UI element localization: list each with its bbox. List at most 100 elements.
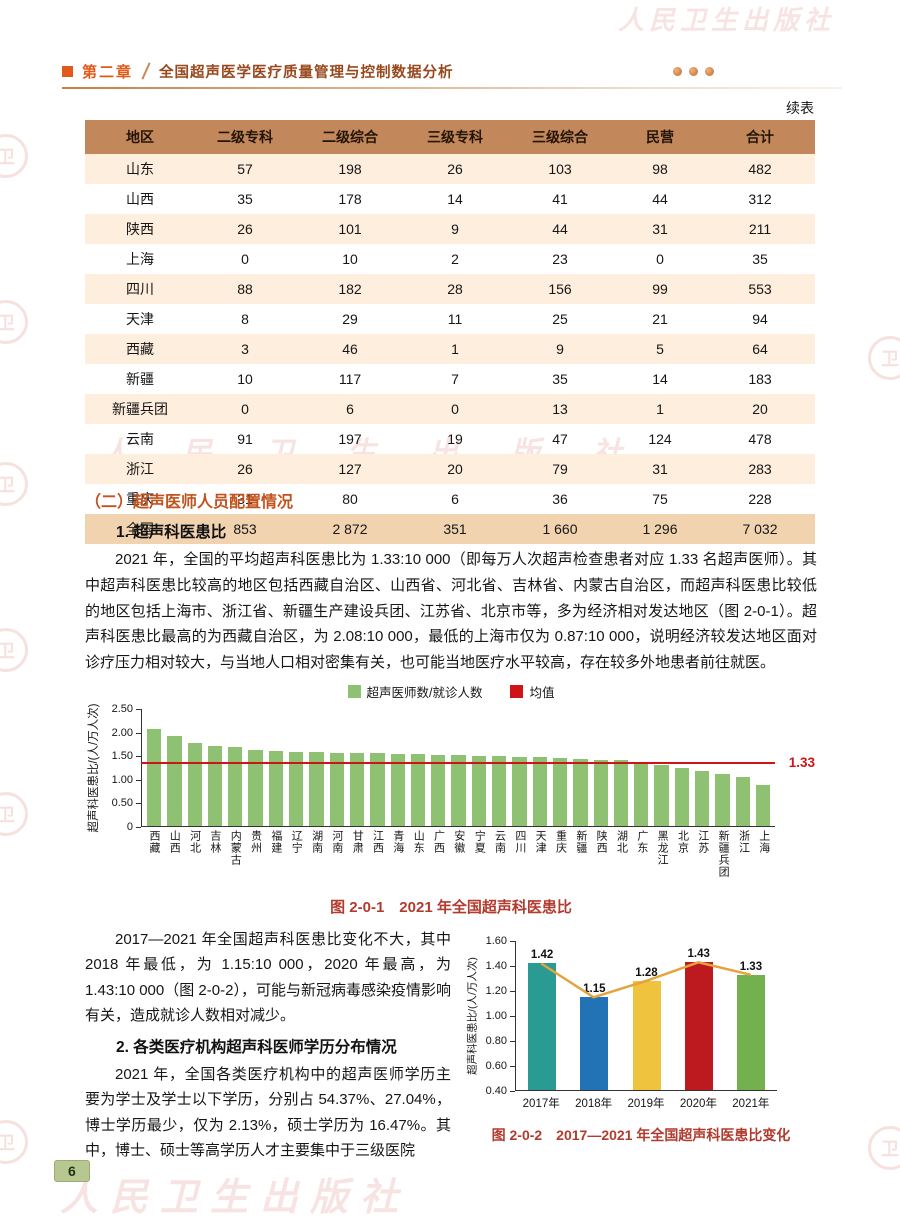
x-tick-label: 浙江 [737, 829, 750, 854]
figure-1-bars [141, 708, 775, 827]
table-row: 陕西 26 101 9 44 31 211 [85, 214, 815, 244]
figure-2-0-2: 超声科医患比/(人/万人次) 0.40 0.60 0.80 1.00 1.20 1.40 1… [465, 927, 817, 1164]
bar-新疆 [573, 758, 588, 826]
mean-value-label: 1.33 [788, 755, 815, 771]
bar-吉林 [207, 745, 223, 826]
chapter-marker-icon [62, 65, 73, 77]
table-cell: 1 296 [642, 521, 678, 537]
table-cell: 478 [748, 431, 772, 447]
table-cell: 6 [451, 491, 459, 507]
x-tick-label: 安徽 [452, 829, 465, 854]
bar-slot: 1.42 [516, 941, 568, 1090]
table-cell: 13 [552, 401, 568, 417]
legend-item-mean: 均值 [510, 682, 555, 701]
section-heading: （二）超声医师人员配置情况 [85, 494, 294, 511]
figure-2-plot: 1.42 1.15 1.28 1.43 1.33 [515, 940, 777, 1091]
table-cell: 35 [752, 251, 768, 267]
table-cell: 上海 [126, 251, 154, 267]
table-cell: 853 [233, 521, 257, 537]
x-tick-label: 贵州 [249, 829, 262, 854]
x-tick-label: 天津 [534, 829, 547, 854]
subsection-2-title: 2. 各类医疗机构超声科医师学历分布情况 [116, 1038, 397, 1056]
x-tick-label: 甘肃 [351, 829, 364, 854]
left-text-column: 2017—2021 年全国超声科医患比变化不大，其中 2018 年最低，为 1.… [85, 927, 451, 1164]
table-cell: 28 [447, 281, 463, 297]
table-cell: 9 [451, 221, 459, 237]
y-tick-label: 2.00 [111, 726, 142, 739]
column-header: 三级综合 [505, 120, 615, 154]
bar-山西 [167, 735, 182, 826]
table-cell: 2 [451, 251, 459, 267]
table-row: 山东 57 198 26 103 98 482 [85, 154, 815, 184]
bar-甘肃 [349, 752, 365, 826]
bar-slot: 1.43 [673, 941, 725, 1090]
publisher-logo-icon: 卫 [0, 1120, 28, 1164]
table-cell: 117 [338, 371, 362, 387]
bar-重庆 [552, 757, 568, 826]
bar-湖北 [613, 760, 629, 826]
x-tick-label: 宁夏 [473, 829, 486, 854]
table-cell: 79 [552, 461, 568, 477]
bar-黑龙江 [654, 765, 669, 826]
bar-value-label: 1.15 [583, 982, 606, 995]
y-tick-label: 0.50 [111, 797, 142, 810]
y-tick-label: 1.60 [485, 934, 516, 947]
mean-legend-label: 均值 [529, 685, 555, 700]
bar-value-label: 1.42 [530, 949, 554, 962]
figure-1-y-axis-ticks: 0 0.50 1.00 1.50 2.00 2.50 [101, 703, 142, 833]
bar-云南 [492, 756, 507, 826]
table-cell: 20 [752, 401, 768, 417]
two-column-block: 2017—2021 年全国超声科医患比变化不大，其中 2018 年最低，为 1.… [85, 927, 817, 1164]
table-cell: 2 872 [332, 521, 368, 537]
table-cell: 0 [451, 401, 459, 417]
main-content: （二）超声医师人员配置情况 1. 超声科医患比 2021 年，全国的平均超声科医… [85, 486, 817, 1164]
table-cell: 183 [748, 371, 772, 387]
figure-1-y-axis-title: 超声科医患比/(人/万人次) [88, 703, 100, 833]
table-cell: 482 [748, 161, 772, 177]
table-row: 重庆 31 80 6 36 75 228 [85, 484, 815, 514]
table-cell: 211 [748, 221, 772, 237]
x-tick-label: 2019年 [627, 1097, 665, 1110]
x-tick-label: 黑龙江 [656, 829, 669, 866]
figure-1-plot-area: 1.33 西藏 山西 河北 吉林 内蒙古 贵州 福建 辽宁 湖南 河南 甘肃 江西 青海 山东 广西 安徽 宁夏… [141, 708, 815, 888]
table-cell: 5 [656, 341, 664, 357]
table-cell: 35 [552, 371, 568, 387]
bar-贵州 [248, 749, 263, 826]
mean-line: 1.33 [141, 755, 815, 770]
x-tick-label: 江西 [371, 829, 384, 854]
figure-1-x-axis-labels: 西藏 山西 河北 吉林 内蒙古 贵州 福建 辽宁 湖南 河南 甘肃 江西 青海 山东 广西 安徽 宁夏 云南 四川天… [141, 830, 775, 888]
y-tick-label: 2.50 [111, 702, 142, 715]
bar-北京 [674, 767, 690, 826]
figure-2-x-axis-labels: 2017年 2018年 2019年 2020年 2021年 [515, 1095, 777, 1111]
table-cell: 26 [237, 221, 253, 237]
x-tick-label: 青海 [391, 829, 404, 854]
table-row: 四川 88 182 28 156 99 553 [85, 274, 815, 304]
bar-新疆兵团 [715, 773, 730, 826]
bar-广西 [431, 754, 446, 826]
bar-legend-label: 超声医师数/就诊人数 [366, 685, 483, 700]
table-cell: 312 [748, 191, 772, 207]
publisher-logo-icon: 卫 [868, 1126, 900, 1170]
bar-山东 [410, 754, 426, 826]
table-cell: 228 [748, 491, 772, 507]
table-cell: 553 [748, 281, 772, 297]
table-row: 天津 8 29 11 25 21 94 [85, 304, 815, 334]
table-cell: 26 [447, 161, 463, 177]
column-header: 合计 [705, 120, 815, 154]
bar-slot: 1.15 [568, 941, 620, 1090]
table-cell: 天津 [126, 311, 154, 327]
paragraph-1: 2021 年，全国的平均超声科医患比为 1.33:10 000（即每万人次超声检… [85, 551, 817, 672]
x-tick-label: 新疆 [574, 829, 587, 854]
column-header: 三级专科 [405, 120, 505, 154]
figure-1-body: 超声科医患比/(人/万人次) 0 0.50 1.00 1.50 2.00 2.50 1.3… [85, 703, 815, 888]
table-cell: 124 [648, 431, 672, 447]
figure-1-caption: 图 2-0-1 2021 年全国超声科医患比 [330, 898, 572, 916]
y-tick-label: 0.60 [485, 1059, 516, 1072]
chapter-title: 全国超声医学医疗质量管理与控制数据分析 [159, 64, 454, 81]
bar-2021年: 1.33 [736, 961, 765, 1090]
x-tick-label: 2020年 [679, 1097, 717, 1110]
bar-宁夏 [471, 755, 487, 826]
table-cell: 21 [652, 311, 668, 327]
table-cell: 88 [237, 281, 253, 297]
